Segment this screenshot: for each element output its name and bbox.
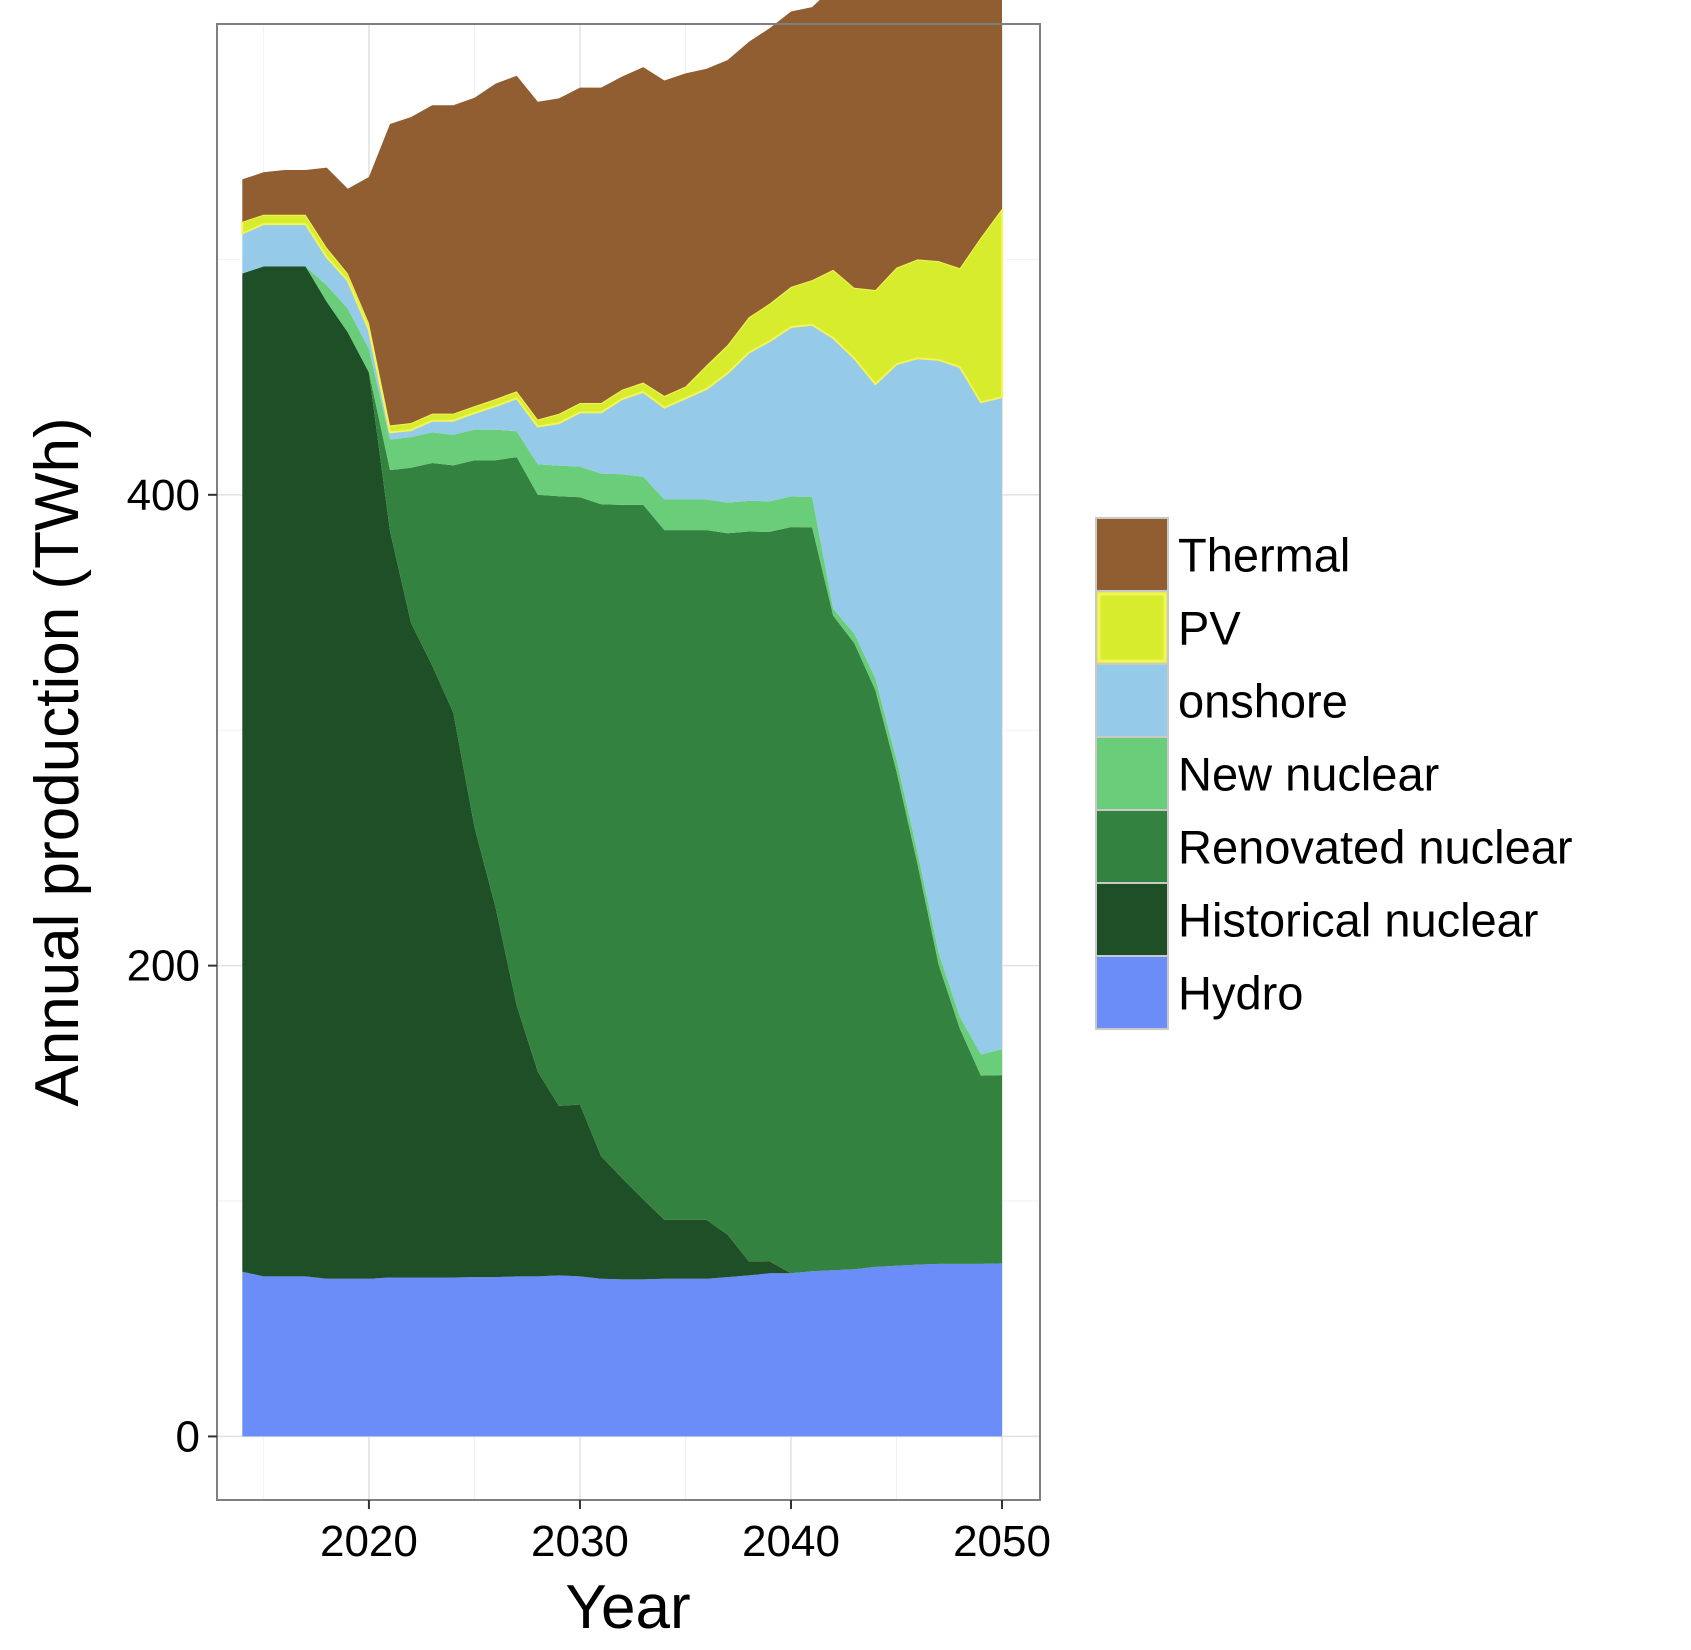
legend-label: PV xyxy=(1178,602,1241,655)
legend-key-onshore xyxy=(1095,663,1169,738)
y-tick-label: 200 xyxy=(127,942,200,991)
legend-label: Thermal xyxy=(1178,529,1350,582)
plot-border xyxy=(216,23,1041,1501)
x-axis-title: Year xyxy=(565,1573,690,1642)
area-historical-nuclear xyxy=(242,266,1003,1280)
y-tick-label: 0 xyxy=(176,1412,200,1461)
legend-label: onshore xyxy=(1178,675,1348,728)
legend: Thermal PV onshore New nuclear Renovated nuc… xyxy=(1095,517,1573,1030)
legend-label: Historical nuclear xyxy=(1178,894,1538,947)
legend-label: Renovated nuclear xyxy=(1178,821,1573,874)
axes: 2020 2030 2040 2050 0 200 400 xyxy=(127,471,1051,1566)
x-tick-label: 2050 xyxy=(953,1517,1051,1566)
area-renovated-nuclear xyxy=(242,266,1003,1274)
area-onshore xyxy=(242,224,1003,1055)
legend-key-pv-outline xyxy=(1097,592,1167,663)
legend-key-historical-nuclear xyxy=(1095,882,1169,957)
area-hydro xyxy=(242,1263,1003,1437)
y-tick-label: 400 xyxy=(127,471,200,520)
x-tick-label: 2040 xyxy=(742,1517,840,1566)
area-thermal xyxy=(242,0,1002,426)
y-axis-title: Annual production (TWh) xyxy=(23,417,92,1106)
legend-key-hydro xyxy=(1095,955,1169,1030)
legend-key-pv xyxy=(1095,590,1169,665)
x-tick-label: 2020 xyxy=(320,1517,418,1566)
legend-label: Hydro xyxy=(1178,967,1303,1020)
legend-key-thermal xyxy=(1095,517,1169,592)
x-tick-label: 2030 xyxy=(531,1517,629,1566)
legend-key-renovated-nuclear xyxy=(1095,809,1169,884)
legend-key-new-nuclear xyxy=(1095,736,1169,811)
area-series xyxy=(241,0,1003,1437)
legend-label: New nuclear xyxy=(1178,748,1439,801)
